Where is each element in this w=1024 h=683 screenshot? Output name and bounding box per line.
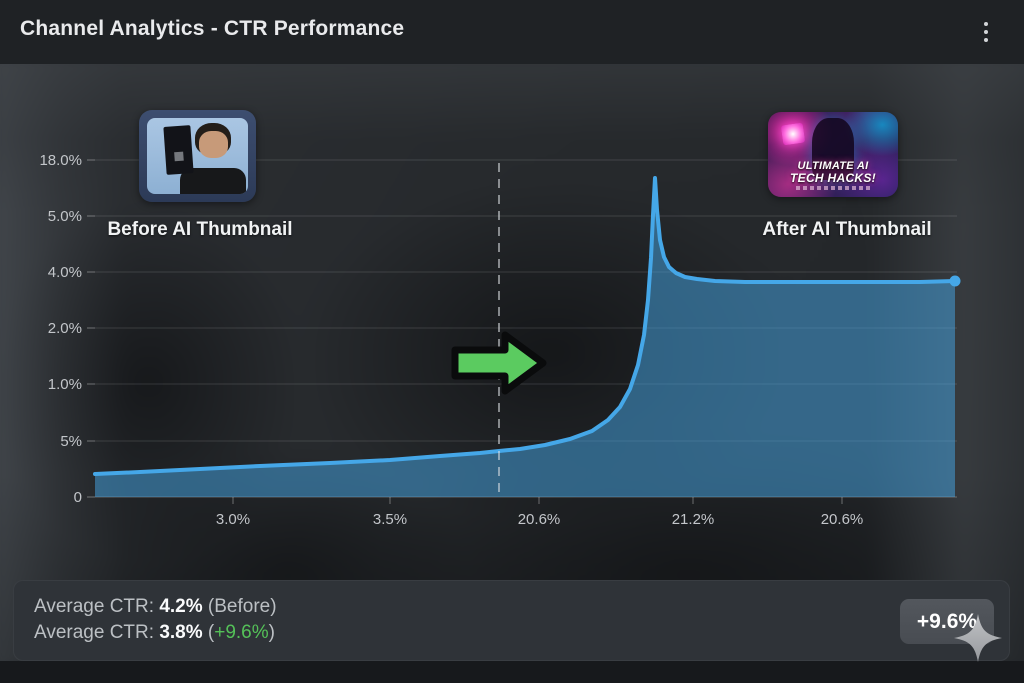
cyberpunk-figure-graphic [812, 118, 854, 180]
after-thumbnail-image: ULTIMATE AI TECH HACKS! [768, 112, 898, 197]
avg-ctr-after-value: 3.8% [159, 622, 203, 643]
average-ctr-after-line: Average CTR: 3.8% (+9.6%) [34, 622, 275, 643]
growth-arrow-icon [451, 331, 547, 395]
average-ctr-before-line: Average CTR: 4.2% (Before) [34, 596, 277, 617]
after-thumbnail-title: ULTIMATE AI TECH HACKS! [790, 160, 876, 185]
avg-ctr-before-value: 4.2% [159, 596, 203, 617]
average-ctr-stats: Average CTR: 4.2% (Before) Average CTR: … [34, 594, 277, 646]
x-axis: 3.0% 3.5% 20.6% 21.2% 20.6% [216, 497, 863, 528]
summary-panel: Average CTR: 4.2% (Before) Average CTR: … [13, 580, 1010, 662]
page-title: Channel Analytics - CTR Performance [20, 17, 405, 40]
before-thumbnail-label: Before AI Thumbnail [107, 219, 293, 240]
before-thumbnail-image [139, 110, 256, 202]
after-thumbnail-label: After AI Thumbnail [762, 219, 932, 240]
sparkle-icon [954, 614, 1002, 662]
ctr-area-fill [95, 178, 955, 497]
svg-text:3.0%: 3.0% [216, 511, 250, 528]
svg-text:20.6%: 20.6% [518, 511, 561, 528]
svg-text:20.6%: 20.6% [821, 511, 864, 528]
svg-text:0: 0 [74, 489, 82, 506]
svg-text:3.5%: 3.5% [373, 511, 407, 528]
svg-text:4.0%: 4.0% [48, 264, 82, 281]
ctr-line [93, 176, 957, 476]
held-product-box [163, 125, 194, 175]
svg-text:21.2%: 21.2% [672, 511, 715, 528]
bottom-strip [0, 661, 1024, 683]
svg-text:2.0%: 2.0% [48, 320, 82, 337]
glowing-cube-graphic [780, 122, 806, 146]
ctr-change-value: +9.6% [214, 622, 269, 643]
person-face [199, 131, 228, 158]
svg-text:18.0%: 18.0% [39, 152, 82, 169]
title-bar: Channel Analytics - CTR Performance [0, 0, 1024, 64]
y-axis-labels: 18.0% 5.0% 4.0% 2.0% 1.0% 5% 0 [39, 152, 95, 506]
after-thumbnail-subtext-strip [796, 186, 870, 190]
ctr-area-chart: 18.0% 5.0% 4.0% 2.0% 1.0% 5% 0 3.0% 3.5% 20.6% 21… [39, 152, 961, 528]
svg-text:1.0%: 1.0% [48, 376, 82, 393]
series-end-dot [949, 275, 961, 287]
before-thumbnail-photo [147, 118, 248, 194]
kebab-menu-icon[interactable] [972, 18, 1000, 46]
ctr-series-area [93, 176, 961, 497]
svg-text:5%: 5% [60, 433, 82, 450]
svg-text:5.0%: 5.0% [48, 208, 82, 225]
